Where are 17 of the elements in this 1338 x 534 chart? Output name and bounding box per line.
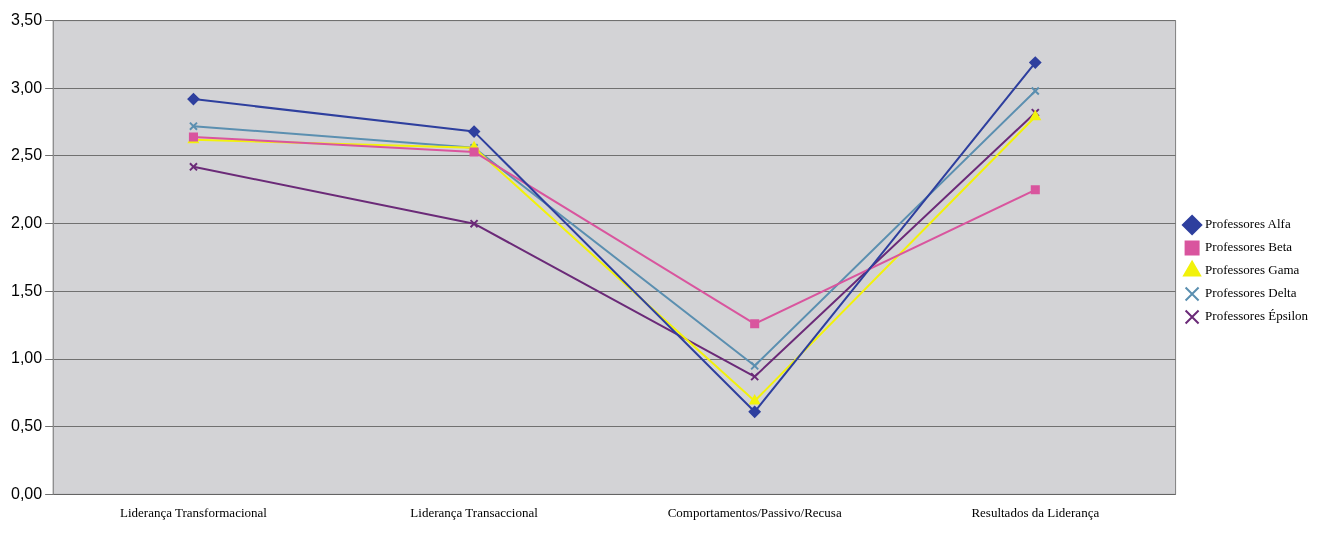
- y-tick-label: 1,50: [11, 281, 43, 299]
- y-tick-label: 3,00: [11, 78, 43, 96]
- y-tick-label: 3,50: [11, 11, 43, 29]
- legend-label: Professores Gama: [1205, 262, 1300, 278]
- y-tick-label: 0,50: [11, 417, 43, 435]
- x-tick-label: Comportamentos/Passivo/Recusa: [667, 504, 842, 520]
- y-tick-label: 2,00: [11, 214, 43, 232]
- legend-label: Professores Épsilon: [1205, 308, 1309, 324]
- x-tick-label: Resultados da Liderança: [971, 504, 1100, 520]
- x-tick-label: Liderança Transformacional: [119, 504, 268, 520]
- legend-label: Professores Alfa: [1205, 216, 1291, 232]
- legend-label: Professores Delta: [1205, 285, 1297, 301]
- x-tick-label: Liderança Transaccional: [410, 504, 539, 520]
- y-tick-label: 1,00: [11, 349, 43, 367]
- legend-label: Professores Beta: [1205, 239, 1293, 255]
- y-tick-label: 0,00: [11, 484, 43, 502]
- y-tick-label: 2,50: [11, 146, 43, 164]
